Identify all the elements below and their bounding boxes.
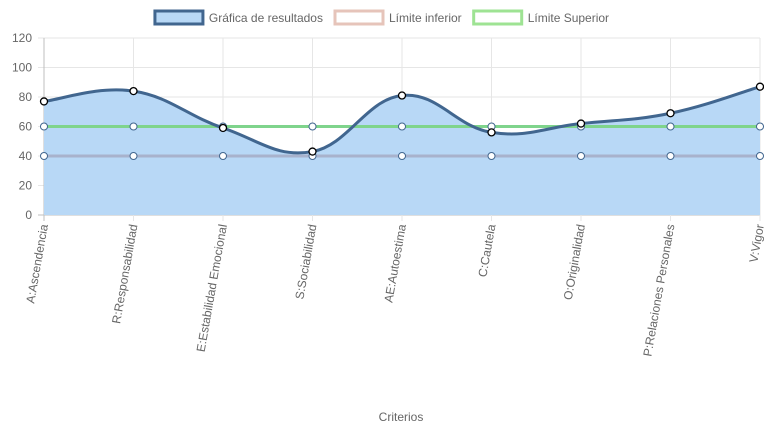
legend: Gráfica de resultados Límite inferior Lími… xyxy=(153,9,609,26)
legend-swatch xyxy=(153,9,205,26)
legend-swatch xyxy=(333,9,385,26)
y-tick-label: 0 xyxy=(25,208,32,222)
y-axis-ticks: 0 20 40 60 80 100 120 xyxy=(12,31,32,222)
y-tick-label: 40 xyxy=(19,149,33,163)
data-point-resultados[interactable] xyxy=(39,97,49,106)
data-point-resultados[interactable] xyxy=(576,119,586,128)
data-point-resultados[interactable] xyxy=(666,109,675,118)
x-tick-label: R:Responsabilidad xyxy=(109,223,140,325)
series-layer xyxy=(43,85,761,215)
y-tick-label: 100 xyxy=(12,61,32,75)
data-point-limite-inferior[interactable] xyxy=(129,152,138,160)
data-point-limite-superior[interactable] xyxy=(398,122,406,131)
x-tick-label: S:Sociabilidad xyxy=(292,223,319,300)
data-point-limite-inferior[interactable] xyxy=(40,152,48,160)
x-tick-label: AE:Autoestima xyxy=(381,223,409,304)
data-point-limite-inferior[interactable] xyxy=(666,152,675,160)
data-point-resultados[interactable] xyxy=(397,91,407,100)
x-axis-title: Criterios xyxy=(379,410,424,424)
data-point-resultados[interactable] xyxy=(308,147,317,156)
data-point-limite-inferior[interactable] xyxy=(577,152,585,160)
y-tick-label: 20 xyxy=(19,179,33,193)
x-tick-label: A:Ascendencia xyxy=(23,223,51,305)
legend-item[interactable]: Límite inferior xyxy=(333,9,462,26)
legend-label: Gráfica de resultados xyxy=(209,11,323,25)
series-area-resultados xyxy=(44,86,760,215)
legend-label: Límite inferior xyxy=(389,11,462,25)
data-point-limite-inferior[interactable] xyxy=(398,152,406,160)
x-tick-label: C:Cautela xyxy=(475,223,498,278)
y-tick-label: 60 xyxy=(19,120,33,134)
data-point-limite-superior[interactable] xyxy=(666,122,675,131)
data-point-resultados[interactable] xyxy=(218,123,228,133)
legend-item[interactable]: Gráfica de resultados xyxy=(153,9,323,26)
data-point-limite-inferior[interactable] xyxy=(487,152,496,160)
legend-item[interactable]: Límite Superior xyxy=(472,9,609,26)
points-layer xyxy=(39,82,764,160)
data-point-limite-inferior[interactable] xyxy=(756,152,764,160)
x-tick-label: E:Estabilidad Emocional xyxy=(194,223,230,353)
data-point-limite-superior[interactable] xyxy=(756,122,764,131)
x-tick-label: V:Vigor xyxy=(746,223,764,264)
x-tick-label: P:Relaciones Personales xyxy=(640,223,677,357)
y-tick-label: 120 xyxy=(12,31,32,45)
data-point-limite-superior[interactable] xyxy=(308,122,317,131)
data-point-resultados[interactable] xyxy=(487,128,496,137)
legend-label: Límite Superior xyxy=(528,11,609,25)
y-tick-label: 80 xyxy=(19,90,33,104)
data-point-limite-superior[interactable] xyxy=(40,122,48,131)
x-tick-label: O:Originalidad xyxy=(561,223,588,301)
data-point-limite-inferior[interactable] xyxy=(219,152,227,160)
data-point-resultados[interactable] xyxy=(755,82,764,91)
data-point-limite-superior[interactable] xyxy=(129,122,138,131)
x-axis-ticks: A:Ascendencia R:Responsabilidad E:Estabili… xyxy=(23,223,764,358)
data-point-resultados[interactable] xyxy=(129,86,138,96)
legend-swatch xyxy=(472,9,524,26)
